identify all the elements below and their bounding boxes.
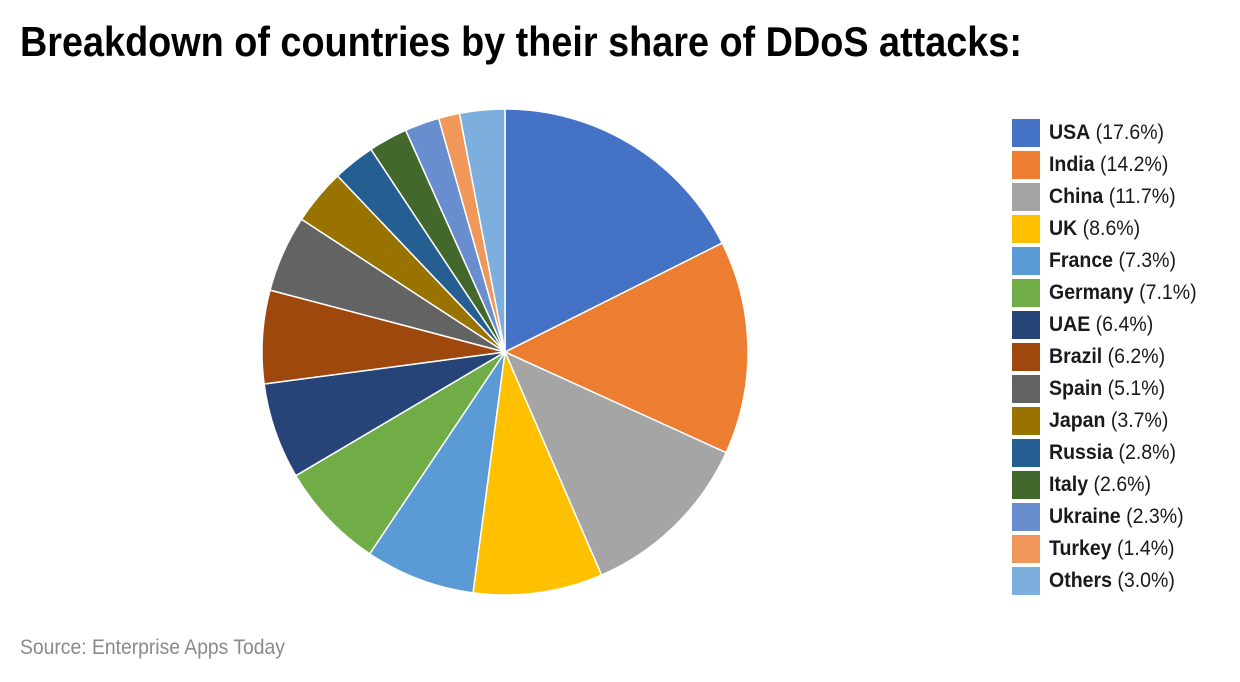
legend-item: UAE (6.4%)	[1012, 309, 1208, 341]
pie-slice-india	[504, 242, 749, 454]
legend-label: Others	[1049, 569, 1112, 592]
source-note: Source: Enterprise Apps Today	[20, 636, 285, 659]
legend-swatch	[1012, 503, 1040, 531]
pie-slices	[261, 108, 749, 596]
legend-value: (7.1%)	[1139, 281, 1197, 304]
legend-value: (3.7%)	[1110, 409, 1169, 432]
legend-label: Turkey	[1049, 537, 1112, 560]
legend-label: UK	[1049, 217, 1078, 240]
legend-item: France (7.3%)	[1012, 245, 1208, 277]
legend-item: UK (8.6%)	[1012, 213, 1208, 245]
legend-swatch	[1012, 407, 1040, 435]
legend-value: (17.6%)	[1095, 121, 1165, 144]
legend-swatch	[1012, 119, 1040, 147]
legend-label: China	[1049, 185, 1104, 208]
legend-label: India	[1049, 153, 1095, 176]
legend-value: (14.2%)	[1100, 153, 1169, 176]
legend-label: Ukraine	[1049, 505, 1121, 528]
legend-value: (6.2%)	[1107, 345, 1166, 368]
chart-title: Breakdown of countries by their share of…	[20, 18, 1022, 65]
legend: USA (17.6%) India (14.2%) China (11.7%) …	[1012, 117, 1208, 597]
legend-value: (3.0%)	[1117, 569, 1175, 592]
legend-value: (2.3%)	[1126, 505, 1184, 528]
legend-label: Japan	[1049, 409, 1106, 432]
legend-label: France	[1049, 249, 1114, 272]
legend-value: (8.6%)	[1082, 217, 1141, 240]
legend-label: Brazil	[1049, 345, 1103, 368]
legend-label: Spain	[1049, 377, 1103, 400]
legend-label: Russia	[1049, 441, 1114, 464]
pie-slice-france	[368, 351, 506, 594]
legend-label: Italy	[1049, 473, 1089, 496]
legend-item: Spain (5.1%)	[1012, 373, 1208, 405]
legend-value: (2.6%)	[1093, 473, 1152, 496]
legend-item: Japan (3.7%)	[1012, 405, 1208, 437]
legend-item: India (14.2%)	[1012, 149, 1208, 181]
legend-item: Turkey (1.4%)	[1012, 533, 1208, 565]
legend-label: UAE	[1049, 313, 1091, 336]
legend-item: Brazil (6.2%)	[1012, 341, 1208, 373]
legend-value: (5.1%)	[1107, 377, 1166, 400]
legend-swatch	[1012, 439, 1040, 467]
legend-swatch	[1012, 567, 1040, 595]
legend-swatch	[1012, 183, 1040, 211]
pie-slice-germany	[295, 351, 506, 555]
legend-item: USA (17.6%)	[1012, 117, 1208, 149]
pie-slice-china	[504, 351, 727, 576]
legend-item: Italy (2.6%)	[1012, 469, 1208, 501]
legend-item: Ukraine (2.3%)	[1012, 501, 1208, 533]
legend-label: Germany	[1049, 281, 1134, 304]
legend-swatch	[1012, 343, 1040, 371]
legend-label: USA	[1049, 121, 1091, 144]
legend-value: (7.3%)	[1118, 249, 1177, 272]
legend-swatch	[1012, 279, 1040, 307]
legend-swatch	[1012, 247, 1040, 275]
pie-slice-uk	[472, 351, 603, 596]
pie-slice-usa	[504, 108, 723, 353]
legend-swatch	[1012, 215, 1040, 243]
legend-swatch	[1012, 151, 1040, 179]
legend-swatch	[1012, 471, 1040, 499]
legend-item: Russia (2.8%)	[1012, 437, 1208, 469]
legend-item: Germany (7.1%)	[1012, 277, 1208, 309]
legend-value: (1.4%)	[1117, 537, 1175, 560]
legend-item: China (11.7%)	[1012, 181, 1208, 213]
pie-slice-others	[458, 108, 506, 353]
legend-swatch	[1012, 311, 1040, 339]
legend-value: (6.4%)	[1095, 313, 1154, 336]
legend-item: Others (3.0%)	[1012, 565, 1208, 597]
legend-swatch	[1012, 375, 1040, 403]
legend-value: (11.7%)	[1108, 185, 1176, 208]
legend-value: (2.8%)	[1118, 441, 1177, 464]
legend-swatch	[1012, 535, 1040, 563]
